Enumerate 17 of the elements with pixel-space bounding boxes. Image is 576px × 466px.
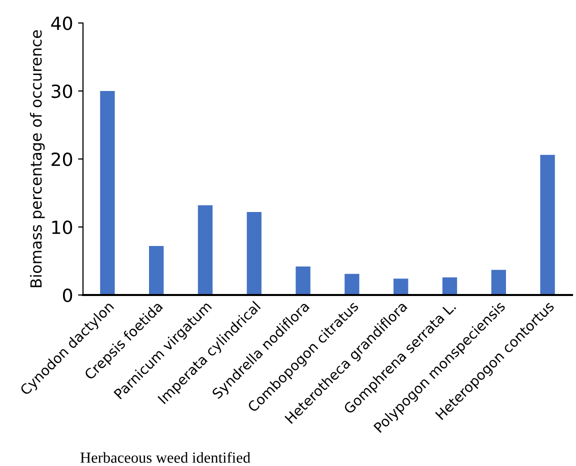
bar — [198, 205, 213, 295]
bar — [100, 91, 115, 295]
y-tick-label: 20 — [52, 152, 72, 166]
bar — [296, 266, 310, 295]
y-tick-label: 10 — [52, 220, 72, 234]
x-axis-title: Herbaceous weed identified — [80, 452, 250, 463]
bar — [149, 246, 164, 295]
bar — [246, 212, 262, 295]
bar — [394, 278, 408, 295]
bar — [540, 154, 555, 295]
bar — [442, 277, 458, 295]
bar — [344, 274, 360, 295]
y-axis-title: Biomass percentage of occurence — [30, 30, 45, 288]
bar — [491, 270, 506, 295]
y-tick-label: 0 — [62, 288, 72, 302]
y-tick-label: 40 — [51, 16, 72, 30]
y-tick-label: 30 — [52, 84, 72, 98]
